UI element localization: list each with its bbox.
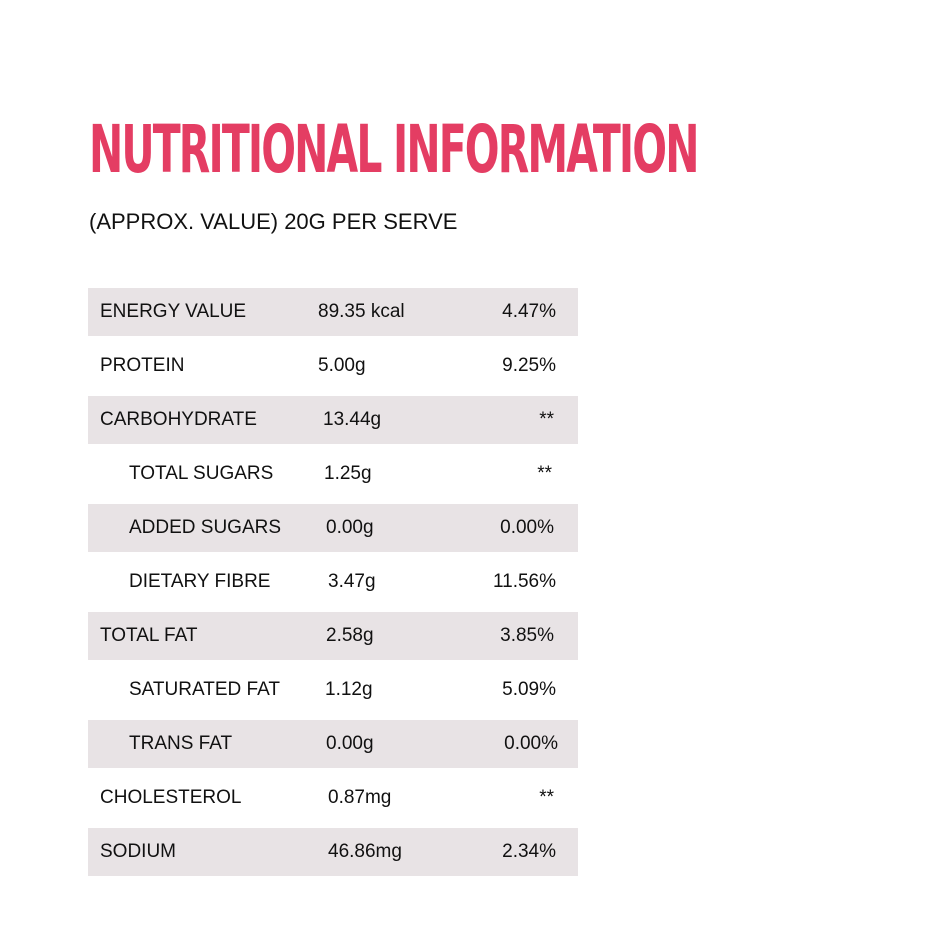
nutrient-name: SATURATED FAT bbox=[129, 679, 280, 700]
nutrient-row-saturated-fat: SATURATED FAT 1.12g 5.09% bbox=[88, 666, 578, 714]
nutrient-amount: 5.00g bbox=[318, 355, 366, 376]
nutrient-amount: 0.00g bbox=[326, 517, 374, 538]
nutrient-name: SODIUM bbox=[100, 841, 176, 862]
nutrient-row-cholesterol: CHOLESTEROL 0.87mg ** bbox=[88, 774, 578, 822]
nutrient-row-trans-fat: TRANS FAT 0.00g 0.00% bbox=[88, 720, 578, 768]
nutrient-percent: 9.25% bbox=[502, 355, 556, 376]
nutrient-amount: 0.87mg bbox=[328, 787, 392, 808]
nutrient-name: DIETARY FIBRE bbox=[129, 571, 271, 592]
nutrient-percent: 3.85% bbox=[500, 625, 554, 646]
nutrient-row-dietary-fibre: DIETARY FIBRE 3.47g 11.56% bbox=[88, 558, 578, 606]
nutrient-row-total-sugars: TOTAL SUGARS 1.25g ** bbox=[88, 450, 578, 498]
nutrient-percent: 2.34% bbox=[502, 841, 556, 862]
nutrient-percent: 4.47% bbox=[502, 301, 556, 322]
nutrient-name: ADDED SUGARS bbox=[129, 517, 282, 538]
nutrient-row-total-fat: TOTAL FAT 2.58g 3.85% bbox=[88, 612, 578, 660]
nutrient-name: TOTAL FAT bbox=[100, 625, 198, 646]
nutrient-row-energy-value: ENERGY VALUE 89.35 kcal 4.47% bbox=[88, 288, 578, 336]
nutrient-name: CARBOHYDRATE bbox=[100, 409, 257, 430]
nutrient-percent: ** bbox=[539, 787, 554, 808]
nutrient-row-carbohydrate: CARBOHYDRATE 13.44g ** bbox=[88, 396, 578, 444]
page-title: NUTRITIONAL INFORMATION bbox=[89, 111, 699, 188]
nutrient-row-sodium: SODIUM 46.86mg 2.34% bbox=[88, 828, 578, 876]
nutrient-percent: 0.00% bbox=[504, 733, 558, 754]
nutrient-name: ENERGY VALUE bbox=[100, 301, 247, 322]
nutrient-name: PROTEIN bbox=[100, 355, 185, 376]
nutrient-amount: 0.00g bbox=[326, 733, 374, 754]
nutrient-percent: ** bbox=[539, 409, 554, 430]
nutrient-amount: 1.25g bbox=[324, 463, 372, 484]
serving-subtitle: (APPROX. VALUE) 20G PER SERVE bbox=[89, 209, 458, 234]
nutrient-name: TRANS FAT bbox=[129, 733, 233, 754]
nutrient-percent: ** bbox=[537, 463, 552, 484]
nutrient-row-added-sugars: ADDED SUGARS 0.00g 0.00% bbox=[88, 504, 578, 552]
nutrient-percent: 11.56% bbox=[492, 571, 556, 592]
nutrient-percent: 0.00% bbox=[500, 517, 554, 538]
nutrient-name: CHOLESTEROL bbox=[100, 787, 242, 808]
nutrient-amount: 3.47g bbox=[328, 571, 376, 592]
nutrient-amount: 1.12g bbox=[325, 679, 373, 700]
nutrient-amount: 46.86mg bbox=[328, 841, 402, 862]
nutrient-name: TOTAL SUGARS bbox=[129, 463, 274, 484]
nutrient-percent: 5.09% bbox=[502, 679, 556, 700]
nutrient-amount: 13.44g bbox=[323, 409, 382, 430]
nutrient-amount: 89.35 kcal bbox=[318, 301, 405, 322]
nutrition-table: ENERGY VALUE 89.35 kcal 4.47% PROTEIN 5.… bbox=[88, 288, 578, 882]
nutrient-amount: 2.58g bbox=[326, 625, 374, 646]
nutrient-row-protein: PROTEIN 5.00g 9.25% bbox=[88, 342, 578, 390]
